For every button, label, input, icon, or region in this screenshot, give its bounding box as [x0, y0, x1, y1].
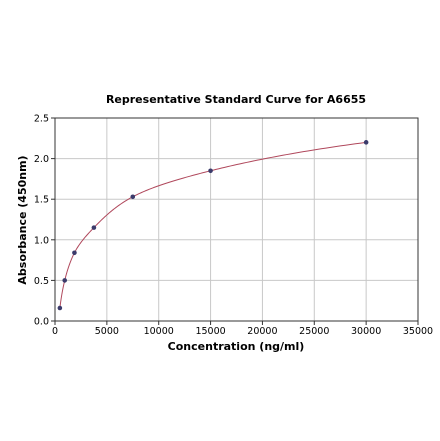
data-point: [363, 140, 369, 145]
y-tick-label: 2.0: [34, 154, 49, 165]
data-point: [72, 250, 77, 256]
data-point: [208, 168, 213, 174]
y-tick-label: 2.5: [34, 114, 49, 125]
axis-ticks: 0 5000 10000 15000 20000 25000 30000 35000 0.0 0.…: [34, 114, 433, 338]
x-axis-label: Concentration (ng/ml): [168, 340, 305, 353]
x-tick-label: 30000: [351, 326, 381, 337]
y-tick-label: 0.0: [34, 317, 49, 328]
data-point: [57, 305, 63, 311]
x-tick-label: 5000: [95, 326, 119, 337]
data-point: [91, 225, 97, 230]
y-tick-label: 0.5: [34, 276, 49, 287]
y-axis-label: Absorbance (450nm): [16, 155, 29, 284]
x-tick-label: 15000: [195, 326, 225, 337]
data-point: [62, 278, 68, 283]
data-point: [130, 194, 136, 200]
x-tick-label: 35000: [403, 326, 433, 337]
plot-area: [54, 117, 419, 322]
data-points: [57, 140, 369, 311]
x-tick-label: 25000: [299, 326, 329, 337]
y-tick-label: 1.0: [34, 235, 49, 246]
chart-title: Representative Standard Curve for A6655: [106, 93, 366, 106]
x-tick-label: 20000: [247, 326, 277, 337]
fit-curve: [59, 141, 367, 309]
x-tick-label: 10000: [144, 326, 174, 337]
y-tick-label: 1.5: [34, 195, 49, 206]
x-tick-label: 0: [52, 326, 58, 337]
grid: [54, 117, 419, 322]
